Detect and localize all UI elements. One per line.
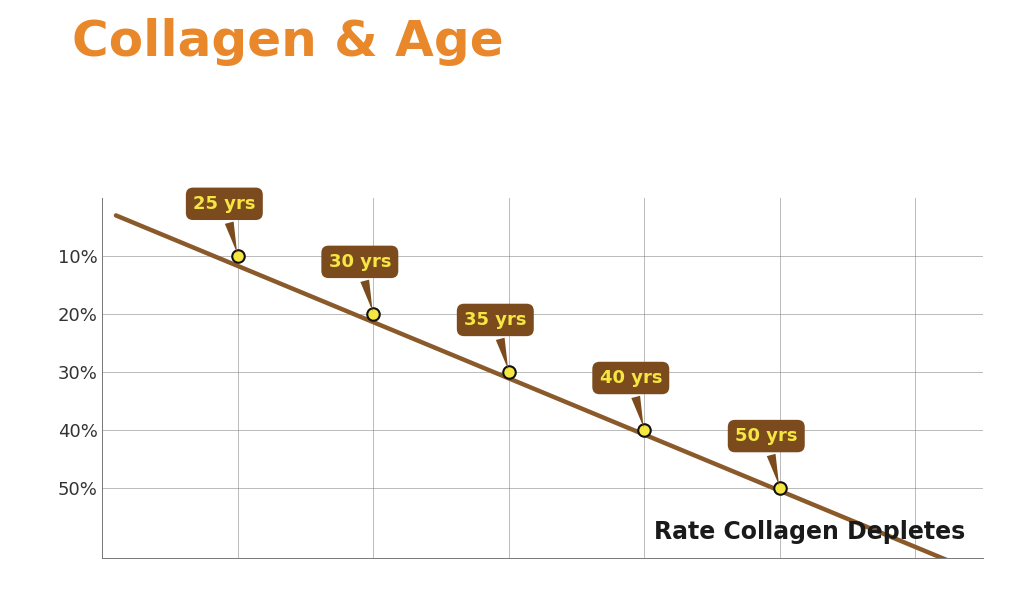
Text: Collagen & Age: Collagen & Age: [72, 18, 504, 66]
Text: 35 yrs: 35 yrs: [464, 311, 526, 370]
Text: 25 yrs: 25 yrs: [194, 195, 256, 253]
Text: 50 yrs: 50 yrs: [735, 427, 798, 485]
Text: Rate Collagen Depletes: Rate Collagen Depletes: [654, 520, 966, 544]
Text: 30 yrs: 30 yrs: [329, 253, 391, 311]
Text: 40 yrs: 40 yrs: [599, 369, 663, 428]
